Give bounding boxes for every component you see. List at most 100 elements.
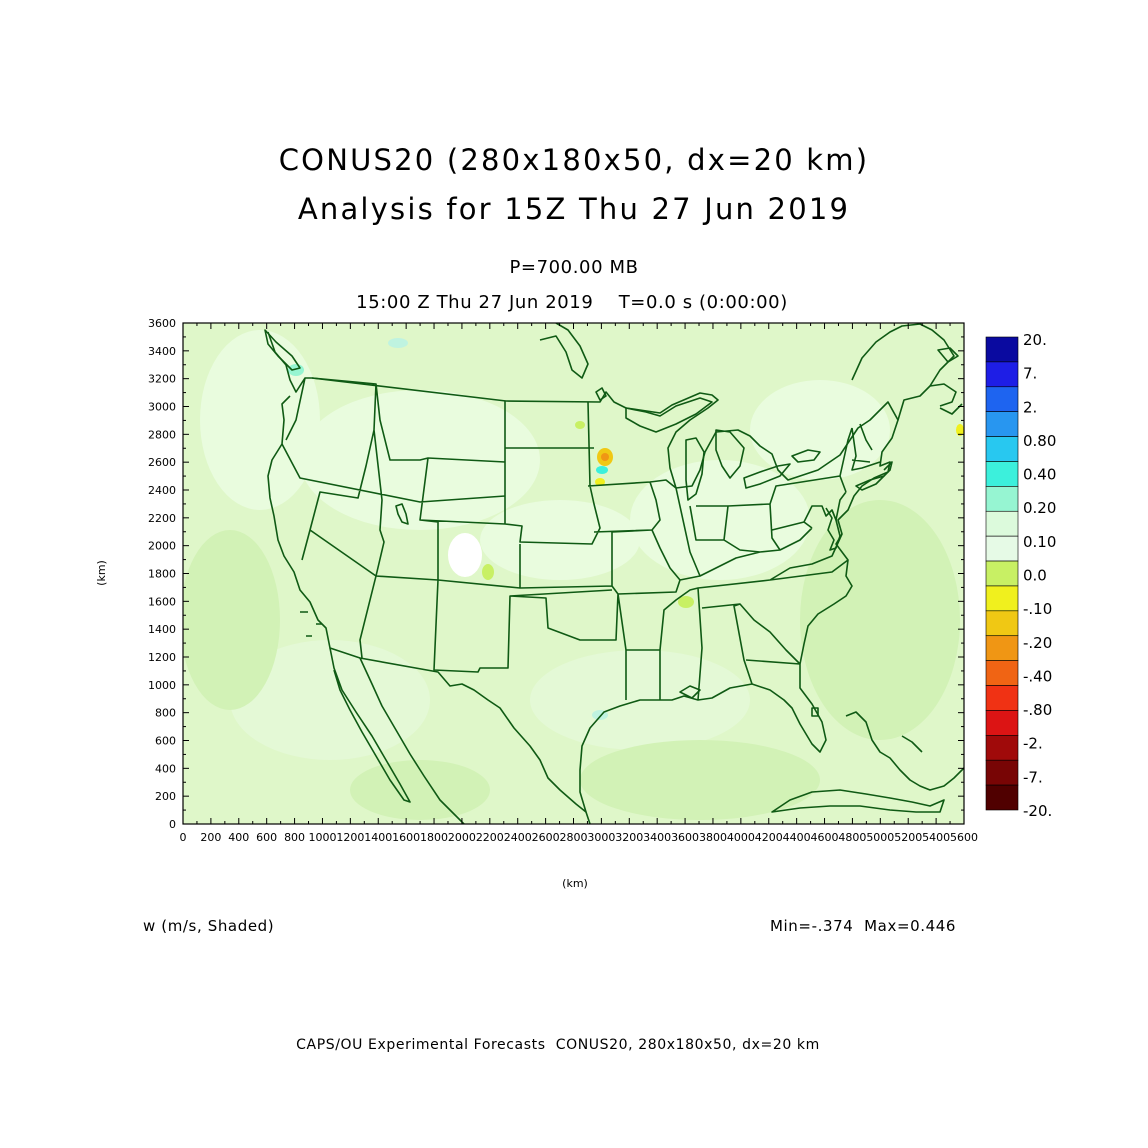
- map-boundaries: [264, 323, 964, 824]
- field-blob: [750, 380, 890, 480]
- colorbar-label: -20.: [1023, 802, 1052, 820]
- cuba: [771, 789, 945, 813]
- x-tick-label: 4400: [783, 831, 811, 844]
- mexico-baja: [329, 647, 411, 803]
- min-max-label: Min=-.374 Max=0.446: [770, 917, 957, 935]
- x-tick-label: 2200: [476, 831, 504, 844]
- colorbar-label: 2.: [1023, 398, 1037, 416]
- field-blob: [956, 424, 964, 436]
- colorbar-band: [985, 386, 1019, 412]
- canada-coast-2: [929, 383, 957, 407]
- x-tick-label: 5000: [866, 831, 894, 844]
- colorbar-band: [985, 361, 1019, 388]
- lake-winnipeg: [595, 387, 607, 401]
- colorbar-label: 0.0: [1023, 567, 1047, 585]
- x-tick-label: 4000: [727, 831, 755, 844]
- y-tick-label: 3000: [148, 401, 176, 414]
- colorbar-band: [985, 735, 1019, 761]
- colorbar-band: [985, 336, 1019, 363]
- lake-ontario: [791, 449, 821, 463]
- lake-huron: [715, 429, 745, 479]
- colorbar-label: -7.: [1023, 768, 1043, 786]
- valid-time-label: 15:00 Z Thu 27 Jun 2019 T=0.0 s (0:00:00…: [356, 292, 788, 313]
- x-tick-label: 200: [200, 831, 221, 844]
- pressure-level-label: P=700.00 MB: [509, 257, 639, 278]
- field-blob: [678, 596, 694, 608]
- canada-islands: [937, 347, 959, 363]
- colorbar-band: [985, 660, 1019, 686]
- field-blob: [200, 330, 320, 510]
- field-blob: [595, 478, 605, 486]
- bahamas: [845, 711, 964, 791]
- colorbar-label: -.20: [1023, 634, 1052, 652]
- field-blob: [596, 466, 608, 474]
- y-tick-label: 1200: [148, 651, 176, 664]
- x-tick-label: 2000: [448, 831, 476, 844]
- title-line-1: CONUS20 (280x180x50, dx=20 km): [278, 143, 870, 177]
- field-blob: [388, 338, 408, 348]
- x-tick-label: 800: [284, 831, 305, 844]
- mexico-gulf-coast: [585, 811, 591, 824]
- y-tick-label: 600: [155, 735, 176, 748]
- field-blob: [350, 760, 490, 820]
- x-tick-label: 2400: [504, 831, 532, 844]
- x-axis-label: (km): [562, 877, 588, 890]
- vancouver-island: [264, 329, 301, 371]
- colorbar-label: -.10: [1023, 600, 1052, 618]
- x-tick-label: 3400: [643, 831, 671, 844]
- colorbar-band: [985, 784, 1019, 811]
- y-tick-label: 3600: [148, 317, 176, 330]
- y-tick-label: 3400: [148, 345, 176, 358]
- footer-credit: CAPS/OU Experimental Forecasts CONUS20, …: [296, 1037, 820, 1053]
- great-salt-lake: [395, 503, 409, 525]
- colorbar-label: 0.80: [1023, 432, 1056, 450]
- lake-erie: [743, 463, 791, 489]
- y-tick-label: 2400: [148, 484, 176, 497]
- field-blob: [230, 640, 430, 760]
- field-blob: [630, 460, 810, 580]
- x-tick-label: 0: [180, 831, 187, 844]
- x-tick-label: 600: [256, 831, 277, 844]
- colorbar-band: [985, 610, 1019, 637]
- y-tick-label: 200: [155, 790, 176, 803]
- y-tick-label: 2600: [148, 456, 176, 469]
- colorbar-band: [985, 635, 1019, 661]
- field-blob: [580, 740, 820, 820]
- x-tick-label: 1000: [308, 831, 336, 844]
- y-tick-label: 800: [155, 707, 176, 720]
- us-outline: [267, 331, 899, 813]
- y-tick-label: 1000: [148, 679, 176, 692]
- y-tick-label: 2200: [148, 512, 176, 525]
- x-tick-label: 1200: [336, 831, 364, 844]
- x-tick-label: 1400: [364, 831, 392, 844]
- x-tick-label: 3000: [587, 831, 615, 844]
- y-tick-label: 1800: [148, 568, 176, 581]
- y-tick-label: 1600: [148, 595, 176, 608]
- colorbar-band: [985, 436, 1019, 462]
- shaded-field: [183, 323, 964, 824]
- x-tick-label: 5600: [950, 831, 978, 844]
- colorbar-label: -.40: [1023, 667, 1052, 685]
- y-tick-label: 0: [169, 818, 176, 831]
- x-tick-label: 2600: [532, 831, 560, 844]
- colorbar-band: [985, 461, 1019, 487]
- colorbar-labels: 20. 7. 2. 0.80 0.40 0.20 0.10 0.0 -.10 -.20 -.40 -.…: [1023, 331, 1056, 820]
- axis-tick-labels: 0 200 400 600 800 1000 1200 1400 1600 1800 2000 220…: [148, 317, 978, 844]
- y-tick-label: 2000: [148, 540, 176, 553]
- x-tick-label: 3200: [615, 831, 643, 844]
- gulf-islands: [679, 685, 701, 699]
- colorbar-label: -2.: [1023, 735, 1043, 753]
- x-tick-label: 4600: [811, 831, 839, 844]
- field-blob: [482, 564, 494, 580]
- colorbar-band: [985, 759, 1019, 786]
- x-tick-label: 4200: [755, 831, 783, 844]
- colorbar-band: [985, 535, 1019, 562]
- bahamas-2: [901, 735, 923, 753]
- canada-coast: [851, 323, 955, 421]
- field-blob: [480, 500, 640, 580]
- nova-scotia: [939, 403, 963, 415]
- colorbar-band: [985, 585, 1019, 612]
- y-tick-label: 2800: [148, 428, 176, 441]
- hudson-bay: [539, 323, 589, 379]
